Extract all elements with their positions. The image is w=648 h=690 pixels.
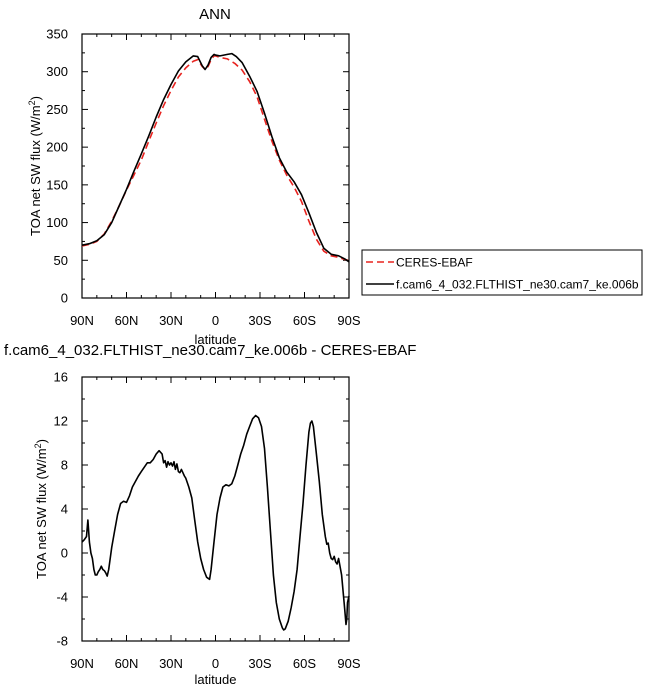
- y-axis-label-text: TOA net SW flux (W/m: [34, 448, 49, 579]
- y-tick-label: 200: [46, 140, 68, 155]
- x-tick-label: 0: [212, 313, 219, 328]
- x-tick-label: 90N: [70, 656, 94, 671]
- chart-title: f.cam6_4_032.FLTHIST_ne30.cam7_ke.006b -…: [4, 342, 416, 359]
- y-axis-label: TOA net SW flux (W/m2): [27, 96, 43, 236]
- plot-frame: [81, 33, 350, 299]
- x-tick-label: 60N: [115, 656, 139, 671]
- x-tick-label: 60S: [293, 313, 316, 328]
- chart-title: ANN: [199, 6, 231, 23]
- legend-label-0: CERES-EBAF: [396, 256, 473, 270]
- y-axis-label-close: ): [28, 96, 43, 100]
- x-axis-label: latitude: [195, 672, 237, 687]
- legend: CERES-EBAF f.cam6_4_032.FLTHIST_ne30.cam7…: [361, 249, 643, 296]
- x-tick-label: 0: [212, 656, 219, 671]
- plot-frame: [81, 376, 350, 642]
- y-tick-label: 150: [46, 177, 68, 192]
- x-tick-label: 90S: [337, 656, 360, 671]
- x-tick-label: 30N: [159, 313, 183, 328]
- series-line-0: [81, 414, 350, 631]
- y-tick-label: -4: [56, 590, 68, 605]
- y-tick-label: 350: [46, 27, 68, 42]
- x-tick-label: 30S: [248, 656, 271, 671]
- series-line-1: [81, 52, 350, 263]
- y-tick-label: 50: [54, 253, 68, 268]
- x-tick-label: 30N: [159, 656, 183, 671]
- y-tick-label: 0: [61, 291, 68, 306]
- y-tick-label: 4: [61, 502, 68, 517]
- y-axis-label: TOA net SW flux (W/m2): [33, 439, 49, 579]
- y-tick-label: -8: [56, 634, 68, 649]
- x-axis-label: latitude: [195, 332, 237, 347]
- y-tick-label: 12: [54, 414, 68, 429]
- series-line-0: [81, 55, 350, 262]
- x-tick-label: 90S: [337, 313, 360, 328]
- x-tick-label: 30S: [248, 313, 271, 328]
- y-axis-label-superscript: 2: [27, 100, 37, 105]
- chart-bottom-difference: f.cam6_4_032.FLTHIST_ne30.cam7_ke.006b -…: [4, 342, 416, 687]
- x-tick-label: 90N: [70, 313, 94, 328]
- y-tick-label: 8: [61, 458, 68, 473]
- y-axis-label-close: ): [34, 439, 49, 443]
- x-tick-label: 60N: [115, 313, 139, 328]
- y-tick-label: 300: [46, 64, 68, 79]
- y-axis-label-text: TOA net SW flux (W/m: [28, 105, 43, 236]
- y-tick-label: 250: [46, 102, 68, 117]
- legend-box: [361, 249, 643, 296]
- y-axis-label-superscript: 2: [33, 443, 43, 448]
- chart-top-ann: ANN 90N 60N 30N 0 30S 60S 90S 0 50 100 150 200 250 300…: [27, 6, 361, 347]
- y-tick-label: 100: [46, 215, 68, 230]
- legend-label-1: f.cam6_4_032.FLTHIST_ne30.cam7_ke.006b: [396, 278, 639, 292]
- y-tick-label: 16: [54, 370, 68, 385]
- x-tick-label: 60S: [293, 656, 316, 671]
- y-tick-label: 0: [61, 546, 68, 561]
